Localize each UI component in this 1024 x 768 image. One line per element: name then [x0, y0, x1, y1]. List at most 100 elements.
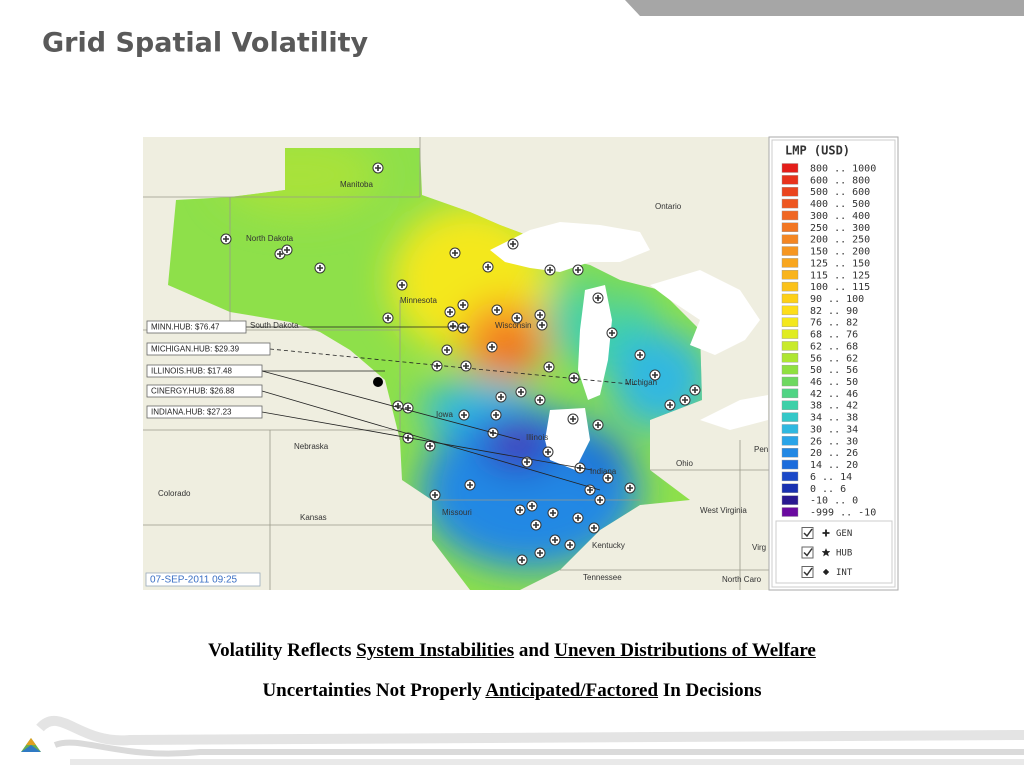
- legend-label: 30 .. 34: [810, 424, 858, 435]
- legend-swatch: [781, 281, 799, 292]
- hub-label: MINN.HUB: $76.47: [151, 323, 220, 332]
- caption-emphasis: Anticipated/Factored: [485, 680, 659, 701]
- legend-label: 46 .. 50: [810, 377, 858, 388]
- legend-label: 14 .. 20: [810, 460, 858, 471]
- layer-icon: [822, 529, 830, 537]
- legend-label: -999 .. -10: [810, 508, 876, 519]
- legend-swatch: [781, 364, 799, 375]
- legend-label: 82 .. 90: [810, 306, 858, 317]
- place-label: Michigan: [625, 378, 657, 387]
- legend-swatch: [781, 459, 799, 470]
- legend-swatch: [781, 317, 799, 327]
- place-label: Minnesota: [400, 296, 437, 305]
- legend-swatch: [781, 424, 799, 434]
- legend-swatch: [781, 175, 799, 185]
- legend-swatch: [781, 210, 799, 221]
- place-label: Missouri: [442, 508, 472, 517]
- layer-check: [803, 548, 813, 557]
- caption-text: and: [518, 640, 550, 661]
- layer-checkbox: [801, 546, 814, 559]
- place-label: Kansas: [300, 513, 327, 522]
- legend-label: 50 .. 56: [810, 365, 858, 376]
- legend-label: -10 .. 0: [810, 496, 858, 507]
- legend-swatch: [781, 258, 799, 268]
- legend-label: 26 .. 30: [810, 436, 858, 447]
- legend-swatch: [781, 329, 799, 339]
- layer-label: INT: [836, 568, 853, 578]
- place-label: Kentucky: [592, 541, 625, 550]
- legend-label: 125 .. 150: [810, 258, 870, 269]
- caption-text: Volatility Reflects: [208, 640, 352, 661]
- slide-title: Grid Spatial Volatility: [42, 28, 369, 59]
- layer-checkbox: [801, 566, 814, 578]
- legend-swatch: [781, 447, 799, 458]
- legend-label: 76 .. 82: [810, 318, 858, 329]
- legend-label: 800 .. 1000: [810, 164, 876, 175]
- caption: Uncertainties Not Properly Anticipated/F…: [0, 680, 1024, 702]
- caption-text: In Decisions: [662, 680, 762, 701]
- hub-label: CINERGY.HUB: $26.88: [151, 387, 235, 396]
- legend-label: 62 .. 68: [810, 341, 858, 352]
- layer-label: GEN: [836, 529, 852, 539]
- place-label: Colorado: [158, 489, 191, 498]
- place-label: North Dakota: [246, 234, 294, 243]
- legend-swatch: [781, 376, 799, 387]
- legend-swatch: [781, 246, 799, 256]
- caption-emphasis: System Instabilities: [356, 640, 515, 661]
- legend-swatch: [781, 187, 799, 197]
- legend-swatch: [781, 305, 799, 316]
- legend-swatch: [781, 412, 799, 422]
- caption-emphasis: Uneven Distributions of Welfare: [554, 640, 816, 661]
- legend-swatch: [781, 341, 799, 351]
- layer-check: [803, 567, 813, 577]
- legend-label: 150 .. 200: [810, 247, 870, 258]
- layer-icon: [821, 548, 831, 557]
- legend-label: 38 .. 42: [810, 401, 858, 412]
- place-label: Iowa: [436, 410, 453, 419]
- legend-label: 20 .. 26: [810, 448, 858, 459]
- legend-swatch: [781, 495, 799, 505]
- layer-icon: [822, 568, 830, 576]
- legend-label: 42 .. 46: [810, 389, 858, 400]
- top-bar: [625, 0, 1024, 16]
- legend-label: 250 .. 300: [810, 223, 870, 234]
- place-label: West Virginia: [700, 506, 747, 515]
- place-label: Ohio: [676, 459, 693, 468]
- legend-swatch: [781, 353, 799, 363]
- legend-swatch: [781, 222, 799, 233]
- place-label: Pen: [754, 445, 768, 454]
- caption: Volatility Reflects System Instabilities…: [0, 640, 1024, 662]
- layer-checkbox: [801, 527, 814, 539]
- legend-label: 68 .. 76: [810, 330, 858, 341]
- legend-swatch: [781, 471, 799, 482]
- place-label: Nebraska: [294, 442, 329, 451]
- legend-swatch: [781, 234, 799, 244]
- legend-label: 0 .. 6: [810, 484, 846, 495]
- legend-label: 300 .. 400: [810, 211, 870, 222]
- layer-check: [803, 528, 813, 538]
- hub-label: ILLINOIS.HUB: $17.48: [151, 367, 232, 376]
- place-label: North Caro: [722, 575, 762, 584]
- legend-label: 56 .. 62: [810, 353, 858, 364]
- legend-swatch: [781, 483, 799, 493]
- legend-swatch: [781, 507, 799, 517]
- place-label: Manitoba: [340, 180, 373, 189]
- legend-title: LMP (USD): [785, 144, 850, 158]
- hub-label: MICHIGAN.HUB: $29.39: [151, 345, 240, 354]
- legend-swatch: [781, 388, 799, 399]
- legend-label: 500 .. 600: [810, 187, 870, 198]
- place-label: South Dakota: [250, 321, 299, 330]
- legend-label: 600 .. 800: [810, 175, 870, 186]
- legend-label: 90 .. 100: [810, 294, 864, 305]
- map: Manitoba Ontario North Dakota Minnesota …: [143, 137, 770, 590]
- place-label: Tennessee: [583, 573, 622, 582]
- legend-label: 400 .. 500: [810, 199, 870, 210]
- legend-label: 115 .. 125: [810, 270, 870, 281]
- caption-text: Uncertainties Not Properly: [262, 680, 482, 701]
- legend-swatch: [781, 163, 799, 173]
- layer-label: HUB: [836, 549, 852, 559]
- legend-swatch: [781, 270, 799, 280]
